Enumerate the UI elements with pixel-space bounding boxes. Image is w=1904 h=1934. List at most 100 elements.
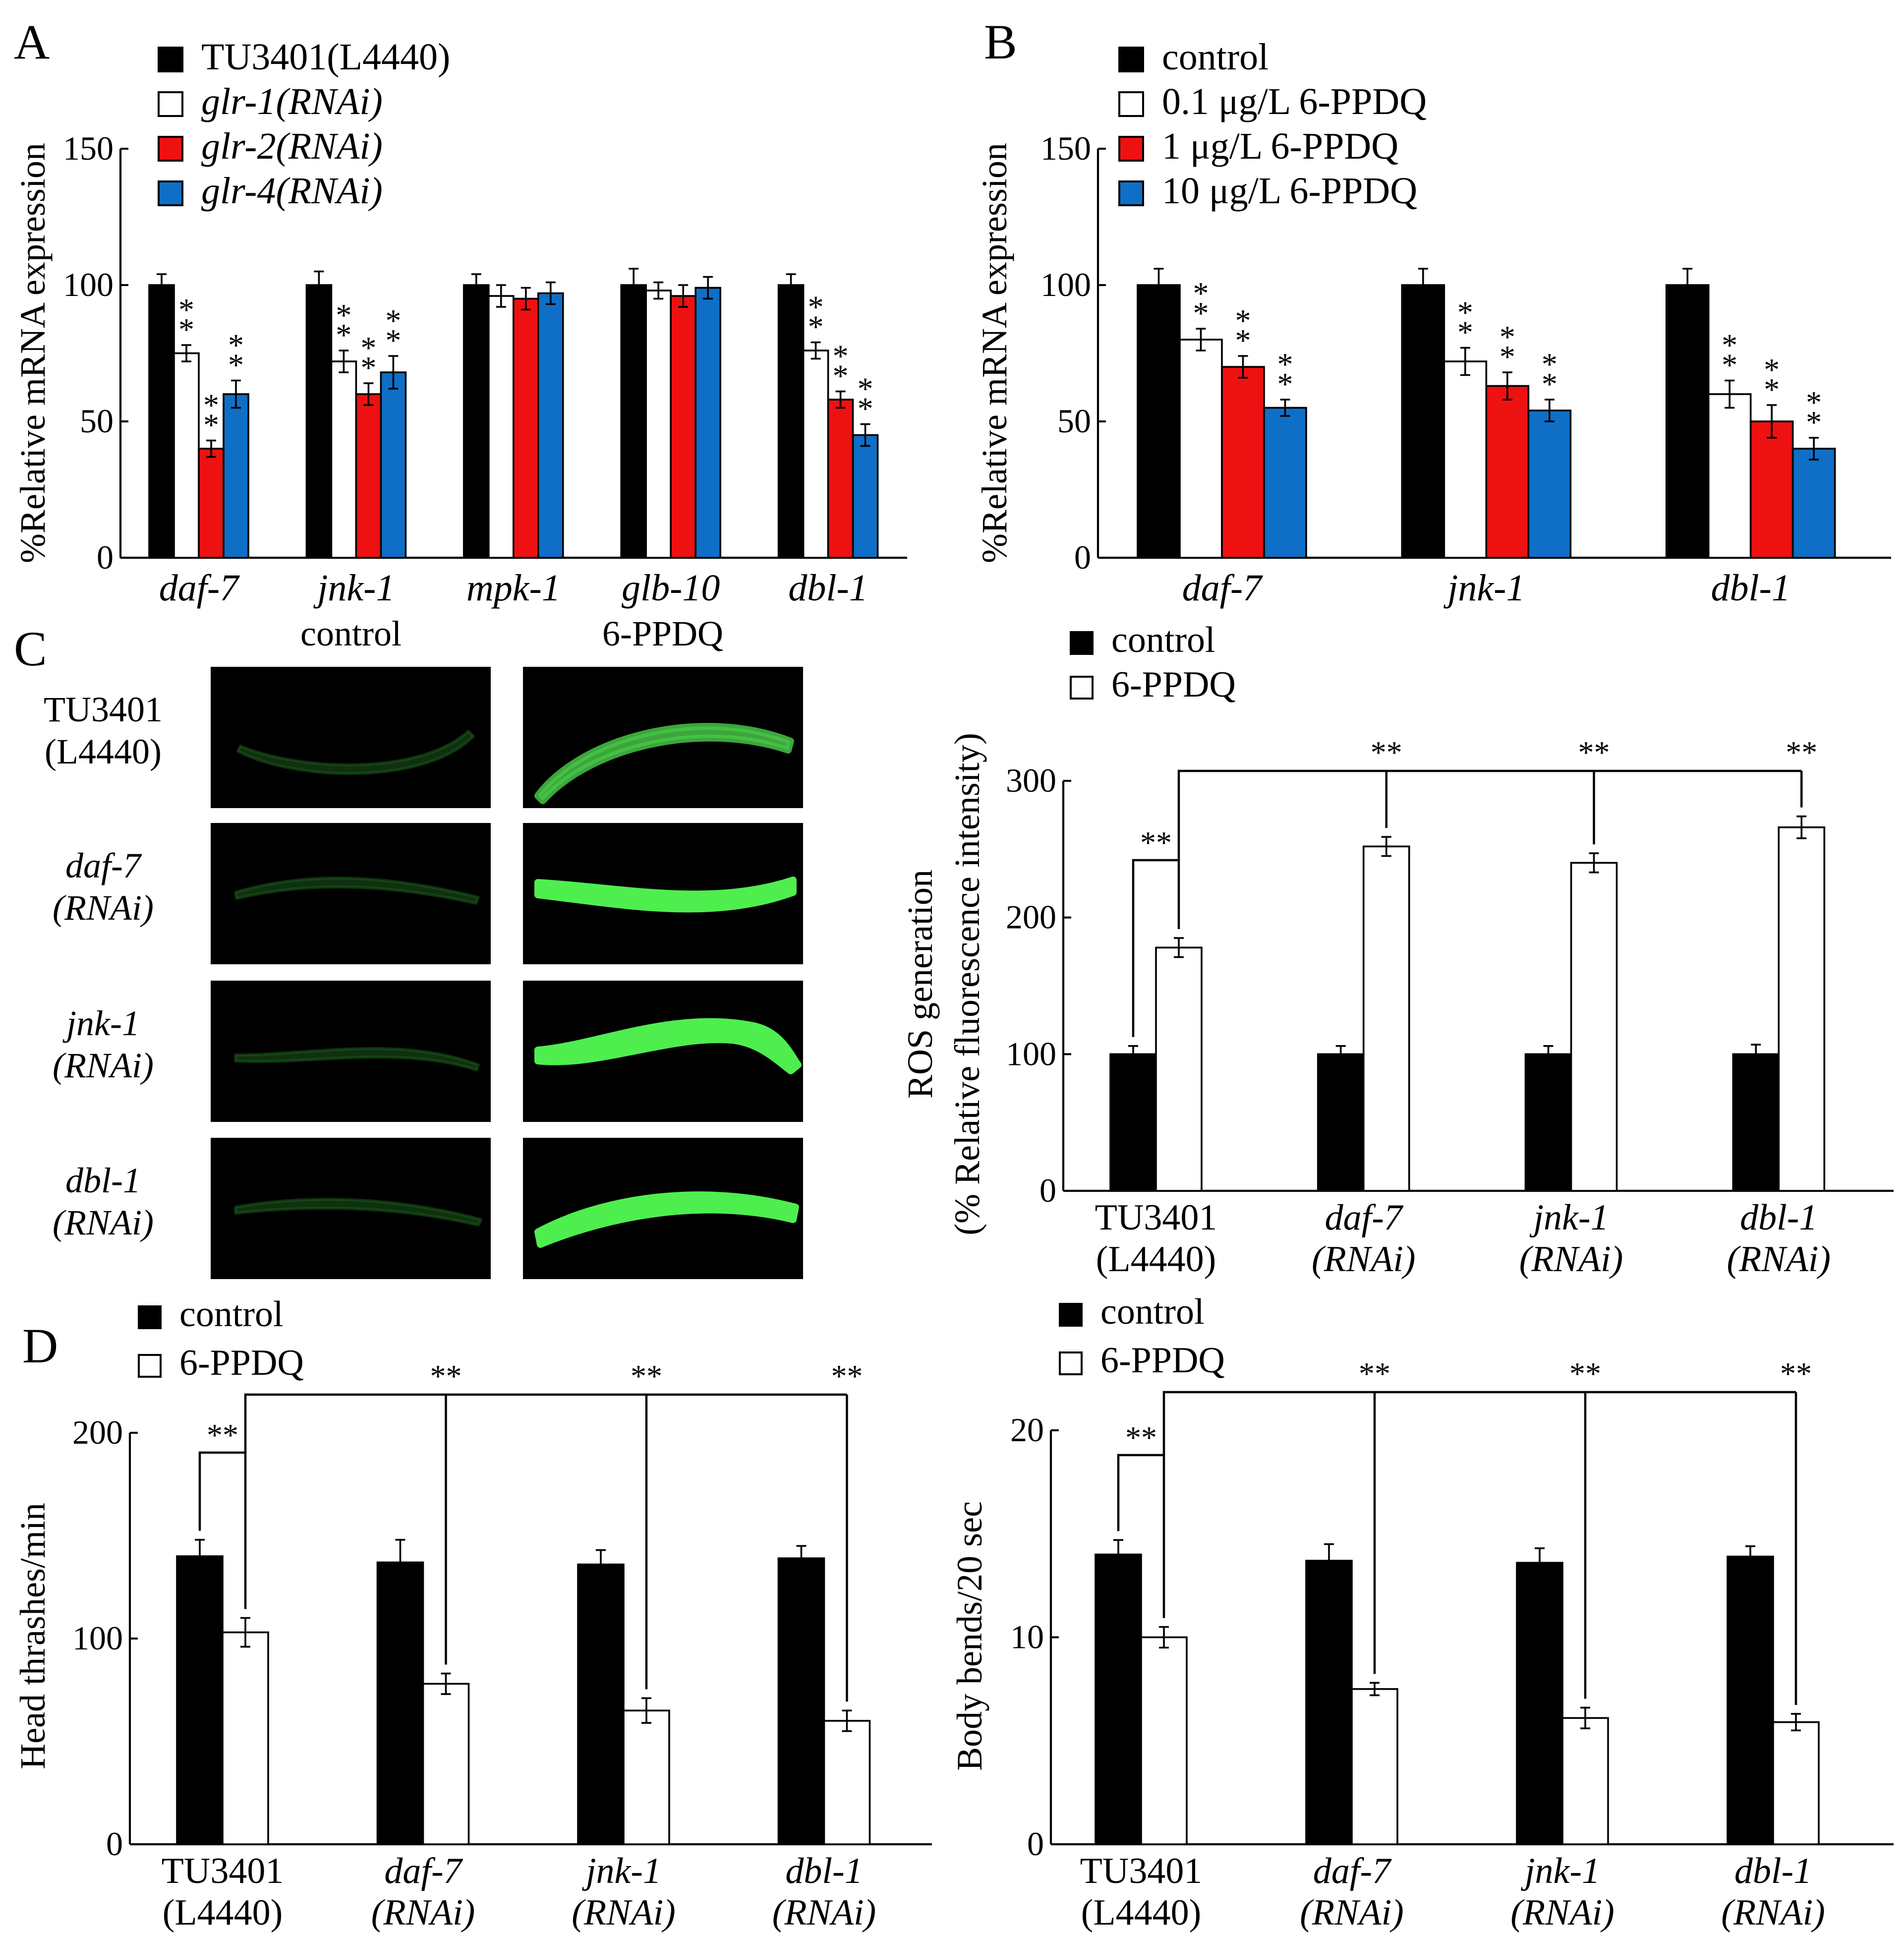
panel-b-legend-swatch-0	[1118, 47, 1144, 72]
panel-b-sig-star-lower-0-2: *	[1235, 323, 1251, 358]
panel-c-error-bar-2-0	[1543, 1045, 1554, 1063]
panel-d-right-legend-label-1: 6-PPDQ	[1100, 1340, 1225, 1381]
panel-c-bracket-label-3: **	[1786, 735, 1817, 770]
panel-d-right-category-label-line2-0: (L4440)	[1081, 1892, 1202, 1933]
panel-a-sig-star-upper-4-3: *	[858, 371, 873, 407]
panel-b-error-bar-0-1	[1196, 328, 1206, 352]
panel-b-sig-star-lower-0-1: *	[1193, 295, 1209, 331]
panel-c-category-label-line2-1: (RNAi)	[1312, 1239, 1416, 1280]
panel-a-sig-star-upper-1-1: *	[336, 297, 351, 333]
panel-c-bar-2-0	[1524, 1053, 1572, 1192]
panel-a-sig-star-upper-1-2: *	[360, 330, 376, 365]
panel-d-left-legend-label-0: control	[179, 1294, 284, 1335]
panel-b-sig-star-upper-2-1: *	[1722, 328, 1737, 363]
panel-c-category-label-line1-3: dbl-1	[1740, 1197, 1817, 1238]
panel-d-right-error-bar-1-0	[1324, 1543, 1334, 1579]
panel-b-bar-1-0	[1401, 284, 1445, 559]
panel-b-sig-star-upper-1-3: *	[1542, 347, 1558, 382]
panel-d-left-bar-2-1	[623, 1709, 670, 1845]
panel-d-left-legend-swatch-0	[138, 1305, 162, 1329]
panel-d-left-bracket-within-label: **	[207, 1417, 238, 1453]
panel-d-right-bar-1-0	[1305, 1560, 1353, 1845]
panel-b-bar-2-1	[1707, 393, 1752, 559]
panel-d-head-thrashes-chart: control6-PPDQ0100200TU3401(L4440)daf-7(R…	[13, 1294, 932, 1933]
panel-c-worm-0-1	[534, 723, 794, 804]
panel-b-y-tick-label-0: 0	[1074, 538, 1091, 576]
panel-a-bar-0-0	[148, 284, 175, 559]
panel-c-legend-label-1: 6-PPDQ	[1111, 664, 1236, 705]
panel-d-left-y-axis-title: Head thrashes/min	[13, 1503, 53, 1769]
panel-d-left-y-tick-label-1: 100	[72, 1619, 123, 1657]
panel-a-bar-3-0	[620, 284, 647, 559]
panel-c-category-label-line2-0: (L4440)	[1096, 1239, 1216, 1280]
panel-d-right-y-tick-label-0: 0	[1027, 1825, 1044, 1863]
panel-b-sig-star-lower-1-2: *	[1500, 339, 1515, 374]
panel-c-worm-0-0	[236, 730, 475, 775]
panel-a-sig-star-upper-4-1: *	[808, 290, 824, 325]
panel-a-category-label-4: dbl-1	[788, 567, 867, 609]
panel-b-bar-0-2	[1221, 366, 1265, 559]
panel-b-y-tick-label-3: 150	[1040, 129, 1091, 167]
panel-d-right-error-bar-3-0	[1745, 1545, 1755, 1568]
panel-d-right-bracket-label-3: **	[1780, 1356, 1812, 1391]
panel-c-worm-3-1	[534, 1191, 799, 1248]
panel-a-error-bar-2-1	[496, 284, 506, 308]
panel-d-right-bar-2-0	[1516, 1562, 1563, 1845]
panel-c-row-label-line2-1: (RNAi)	[53, 888, 154, 928]
panel-b-error-bar-0-0	[1154, 268, 1164, 302]
panel-d-left-error-bar-2-0	[596, 1549, 606, 1580]
panel-a-category-label-2: mpk-1	[466, 567, 561, 609]
panel-b-sig-star-upper-2-3: *	[1806, 385, 1822, 420]
panel-a-bar-4-1	[802, 350, 829, 559]
panel-letter-c: C	[14, 621, 47, 676]
panel-c-column-label-control: control	[300, 614, 402, 653]
panel-d-right-category-label-line2-3: (RNAi)	[1721, 1892, 1825, 1933]
panel-c-bar-0-0	[1109, 1053, 1157, 1192]
panel-b-bar-2-3	[1791, 448, 1836, 559]
panel-d-left-category-label-line2-0: (L4440)	[163, 1892, 283, 1933]
panel-d-left-bracket-label-1: **	[430, 1358, 462, 1394]
panel-d-right-y-axis-title: Body bends/20 sec	[950, 1501, 989, 1771]
panel-b-bar-2-0	[1665, 284, 1710, 559]
panel-d-right-error-bar-2-0	[1535, 1547, 1545, 1579]
panel-d-left-error-bar-3-1	[842, 1709, 852, 1732]
panel-a-bar-4-3	[852, 434, 879, 559]
panel-b-bar-1-2	[1485, 385, 1530, 559]
panel-a-error-bar-3-3	[703, 276, 713, 300]
panel-d-right-bar-0-0	[1095, 1553, 1142, 1845]
panel-d-left-category-label-line1-2: jnk-1	[582, 1851, 661, 1891]
panel-d-left-category-label-line2-2: (RNAi)	[572, 1892, 676, 1933]
panel-c-row-label-line2-2: (RNAi)	[53, 1046, 154, 1085]
panel-d-left-error-bar-1-1	[441, 1672, 451, 1695]
panel-a-bar-2-3	[537, 292, 564, 559]
panel-d-left-bracket-label-3: **	[831, 1358, 863, 1394]
panel-c-error-bar-1-0	[1335, 1045, 1346, 1063]
panel-a-bar-3-1	[645, 290, 672, 559]
panel-c-legend-swatch-1	[1070, 676, 1094, 700]
panel-a-bar-1-1	[330, 360, 357, 559]
panel-a-error-bar-4-2	[835, 390, 846, 409]
panel-c-row-label-line1-0: TU3401	[44, 690, 163, 729]
panel-c-legend-swatch-0	[1070, 631, 1094, 655]
panel-d-right-bar-3-0	[1727, 1555, 1774, 1845]
panel-a-error-bar-1-2	[363, 382, 374, 406]
panel-c-bar-2-1	[1570, 862, 1618, 1192]
panel-a-legend-label-0: TU3401(L4440)	[201, 36, 450, 78]
panel-d-right-error-bar-3-1	[1791, 1713, 1801, 1732]
panel-b-legend-label-0: control	[1162, 36, 1269, 78]
panel-a-error-bar-0-2	[206, 439, 216, 458]
panel-c-bar-1-1	[1362, 845, 1410, 1192]
panel-d-right-bar-2-1	[1561, 1717, 1609, 1845]
panel-a-error-bar-4-0	[786, 273, 796, 297]
panel-b-bar-2-2	[1749, 420, 1794, 559]
panel-d-right-error-bar-0-1	[1159, 1626, 1169, 1649]
panel-c-bracket-within-label: **	[1140, 825, 1172, 860]
panel-a-sig-star-lower-4-1: *	[808, 309, 824, 345]
panel-c-category-label-line2-3: (RNAi)	[1727, 1239, 1831, 1280]
panel-a-error-bar-3-0	[629, 268, 639, 302]
panel-b-sig-star-lower-0-3: *	[1277, 366, 1293, 402]
panel-c-worm-2-1	[534, 1018, 802, 1074]
panel-d-body-bends-chart: control6-PPDQ01020TU3401(L4440)daf-7(RNA…	[950, 1291, 1894, 1933]
panel-a-legend-swatch-2	[158, 136, 183, 162]
